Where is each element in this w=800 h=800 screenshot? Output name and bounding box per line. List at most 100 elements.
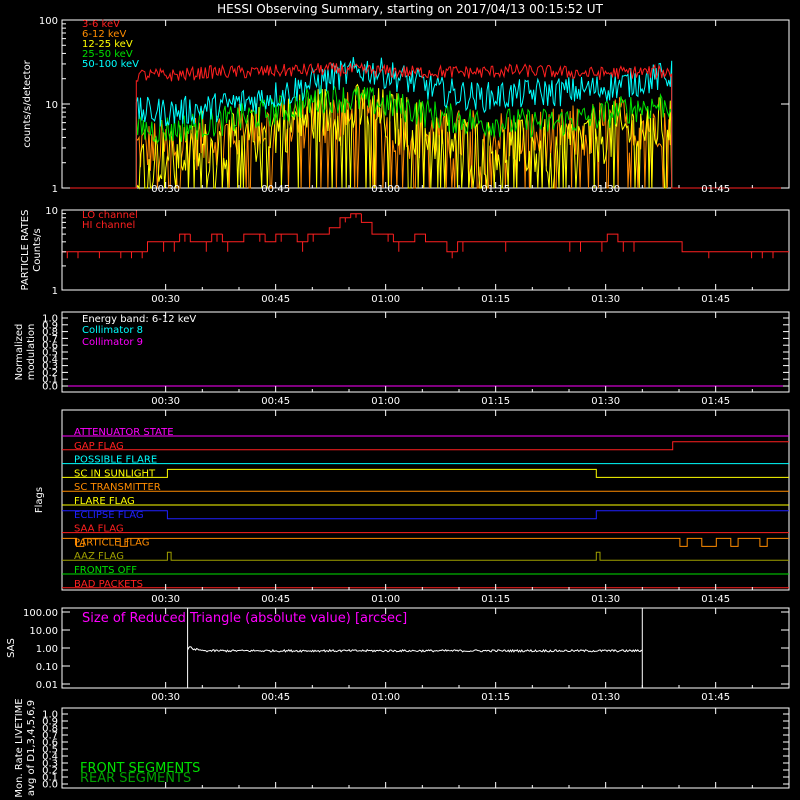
y-tick-label: 10.00 xyxy=(29,626,58,637)
sas-y-axis: 0.01 0.10 1.00 10.00 100.00 xyxy=(23,608,789,691)
time-tick-label: 01:30 xyxy=(591,184,620,195)
legend-entry: 3-6 keV xyxy=(82,19,120,30)
legend-entry: Collimator 8 xyxy=(82,325,143,336)
modulation-ylabel-line2: modulation xyxy=(26,324,37,381)
count-rates-ylabel: counts/s/detector xyxy=(22,59,33,147)
modulation-panel: 0.00.10.20.30.40.50.60.70.80.91.0 Normal… xyxy=(14,311,790,393)
time-tick-label: 01:00 xyxy=(371,184,400,195)
y-tick-label: 0.2 xyxy=(42,368,58,379)
y-tick-label: 1.00 xyxy=(36,644,58,655)
y-tick-label: 1.0 xyxy=(42,314,58,325)
y-tick-label: 0.6 xyxy=(42,341,58,352)
series-50-100-kev-line xyxy=(62,57,789,189)
flag-label: SC TRANSMITTER xyxy=(74,482,161,493)
sas-annotation: Size of Reduced Triangle (absolute value… xyxy=(82,611,407,626)
livetime-ylabel-line1: Mon. Rate LIVETIME xyxy=(14,698,25,797)
y-tick-label: 1 xyxy=(52,184,58,195)
flags-panel: ATTENUATOR STATE GAP FLAG POSSIBLE FLARE SC… xyxy=(34,409,790,591)
legend-entry: HI channel xyxy=(82,220,135,231)
livetime-panel: 0.00.10.20.30.40.50.60.70.80.91.0 Mon. R… xyxy=(14,698,790,798)
y-tick-label: 0.5 xyxy=(42,745,58,756)
y-tick-label: 10 xyxy=(45,100,58,111)
particle-rates-ylabel-line1: PARTICLE RATES xyxy=(20,210,31,291)
legend-entry: 12-25 keV xyxy=(82,39,133,50)
y-tick-label: 0.10 xyxy=(36,662,58,673)
flag-label: ECLIPSE FLAG xyxy=(74,510,144,521)
time-tick-label: 01:45 xyxy=(701,184,730,195)
y-tick-label: 0.0 xyxy=(42,780,58,791)
particle-rates-plot xyxy=(62,213,789,259)
legend-entry: 25-50 keV xyxy=(82,49,133,60)
y-tick-label: 0.0 xyxy=(42,382,58,393)
particle-rates-y-axis: 1 10 xyxy=(45,206,70,297)
time-tick-label: 00:45 xyxy=(261,396,290,407)
y-tick-label: 0.9 xyxy=(42,717,58,728)
time-tick-label: 00:45 xyxy=(261,692,290,703)
y-tick-label: 0.4 xyxy=(42,752,58,763)
time-tick-label: 00:45 xyxy=(261,184,290,195)
flag-label: BAD PACKETS xyxy=(74,579,143,590)
time-tick-label: 01:30 xyxy=(591,692,620,703)
flag-aaz-flag-line xyxy=(62,551,789,561)
livetime-frame xyxy=(61,707,790,789)
chart-title: HESSI Observing Summary, starting on 201… xyxy=(217,2,603,16)
y-tick-label: 1.0 xyxy=(42,710,58,721)
time-tick-label: 00:30 xyxy=(151,184,180,195)
time-axes: 00:30 00:45 01:00 01:15 01:30 01:45 00:30 00:45… xyxy=(151,20,753,788)
series-12-25-kev-line xyxy=(62,83,789,190)
livetime-y-axis: 0.00.10.20.30.40.50.60.70.80.91.0 xyxy=(42,710,789,791)
flag-eclipse-flag-line xyxy=(62,510,789,520)
time-tick-label: 01:15 xyxy=(481,594,510,605)
series-3-6-kev-line xyxy=(62,62,789,189)
y-tick-label: 0.6 xyxy=(42,738,58,749)
particle-rates-panel: 1 10 PARTICLE RATES Counts/s LO channelHI… xyxy=(20,206,790,297)
y-tick-label: 0.5 xyxy=(42,348,58,359)
y-tick-label: 0.8 xyxy=(42,724,58,735)
y-tick-label: 0.01 xyxy=(36,680,58,691)
flags-ylabel: Flags xyxy=(34,487,45,513)
flags-frame xyxy=(61,409,790,591)
legend-entry: FRONT SEGMENTS xyxy=(80,761,200,776)
modulation-ylabel-line1: Normalized xyxy=(14,324,25,381)
flag-gap-flag-line xyxy=(62,441,789,451)
time-tick-label: 01:30 xyxy=(591,594,620,605)
legend-entry: Collimator 9 xyxy=(82,337,143,348)
time-tick-label: 01:30 xyxy=(591,396,620,407)
flag-particle-flag-line xyxy=(62,537,789,547)
time-tick-label: 01:00 xyxy=(371,594,400,605)
y-tick-label: 0.7 xyxy=(42,334,58,345)
flag-label: AAZ FLAG xyxy=(74,551,124,562)
flag-label: FRONTS OFF xyxy=(74,565,137,576)
time-tick-label: 00:45 xyxy=(261,594,290,605)
time-tick-label: 01:45 xyxy=(701,692,730,703)
y-tick-label: 1 xyxy=(52,286,58,297)
flag-label: FLARE FLAG xyxy=(74,496,135,507)
time-tick-label: 00:30 xyxy=(151,294,180,305)
y-tick-label: 0.9 xyxy=(42,320,58,331)
flags-plot: ATTENUATOR STATE GAP FLAG POSSIBLE FLARE SC… xyxy=(62,427,789,590)
time-tick-label: 01:30 xyxy=(591,294,620,305)
particle-rates-ylabel-line2: Counts/s xyxy=(32,228,43,272)
y-tick-label: 0.2 xyxy=(42,766,58,777)
time-tick-label: 01:15 xyxy=(481,184,510,195)
time-tick-label: 00:45 xyxy=(261,294,290,305)
y-tick-label: 100.00 xyxy=(23,608,58,619)
flag-label: PARTICLE FLAG xyxy=(74,537,150,548)
particle-rates-frame xyxy=(61,209,790,291)
series-25-50-kev-line xyxy=(62,83,789,189)
y-tick-label: 10 xyxy=(45,206,58,217)
y-tick-label: 0.8 xyxy=(42,327,58,338)
y-tick-label: 0.3 xyxy=(42,361,58,372)
time-tick-label: 01:45 xyxy=(701,396,730,407)
time-tick-label: 01:00 xyxy=(371,396,400,407)
time-tick-label: 01:45 xyxy=(701,594,730,605)
legend-entry: LO channel xyxy=(82,210,138,221)
flag-label: SC IN SUNLIGHT xyxy=(74,468,156,479)
flag-label: SAA FLAG xyxy=(74,524,124,535)
livetime-ylabel-line2: avg of D1,3,4,5,6,9 xyxy=(26,700,37,796)
time-tick-label: 01:15 xyxy=(481,294,510,305)
